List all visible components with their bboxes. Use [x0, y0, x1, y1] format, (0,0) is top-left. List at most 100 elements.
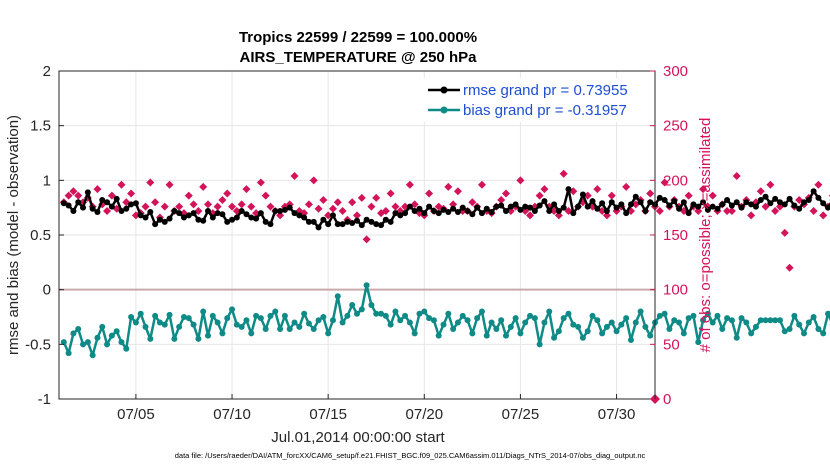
- bias-point: [113, 328, 120, 335]
- obs-count-marker: [64, 191, 73, 200]
- obs-count-marker: [237, 200, 246, 209]
- obs-count-marker: [353, 211, 361, 220]
- rmse-point: [430, 207, 437, 214]
- obs-count-marker: [646, 189, 655, 198]
- rmse-point: [570, 210, 577, 217]
- rmse-point: [469, 211, 476, 218]
- rmse-point: [555, 207, 562, 214]
- bias-point: [695, 339, 702, 346]
- obs-count-marker: [526, 211, 535, 220]
- rmse-point: [224, 218, 231, 225]
- bias-point: [661, 310, 668, 317]
- rmse-point: [137, 212, 144, 219]
- rmse-point: [94, 209, 101, 216]
- rmse-point: [594, 205, 601, 212]
- bias-point: [305, 320, 312, 327]
- rmse-point: [575, 203, 582, 210]
- rmse-point: [166, 215, 173, 222]
- rmse-point: [286, 204, 293, 211]
- bias-point: [195, 335, 202, 342]
- obs-count-marker: [199, 182, 208, 191]
- rmse-point: [762, 193, 769, 200]
- rmse-point: [262, 218, 269, 225]
- bias-point: [320, 314, 327, 320]
- bias-point: [719, 326, 726, 333]
- bias-point: [161, 321, 168, 328]
- bias-point: [402, 312, 409, 319]
- bias-point: [387, 321, 394, 328]
- data-file-footnote: data file: /Users/raeder/DAI/ATM_forcXX/…: [175, 451, 646, 460]
- bias-point: [637, 308, 644, 315]
- rmse-point: [796, 205, 803, 212]
- rmse-point: [627, 201, 634, 208]
- y-right-tick-label: 100: [663, 282, 688, 299]
- bias-point: [392, 308, 399, 315]
- bias-point: [354, 310, 360, 317]
- rmse-point: [825, 204, 830, 211]
- y-tick-label: 0.5: [30, 227, 51, 244]
- bias-point: [80, 341, 87, 348]
- bias-point: [301, 310, 308, 317]
- obs-count-marker: [372, 193, 381, 202]
- rmse-point: [608, 199, 615, 206]
- rmse-point: [642, 207, 649, 214]
- bias-point: [205, 332, 211, 339]
- bias-point: [426, 315, 433, 322]
- rmse-point: [195, 216, 202, 223]
- obs-count-marker: [107, 191, 116, 200]
- y-right-tick-label: 300: [663, 63, 688, 80]
- bias-point: [767, 317, 774, 324]
- bias-point: [810, 314, 817, 320]
- chart-title: Tropics 22599 / 22599 = 100.000%: [239, 29, 477, 46]
- obs-count-marker: [319, 196, 328, 205]
- bias-point: [608, 319, 615, 326]
- rmse-point: [512, 201, 519, 208]
- obs-count-marker: [699, 185, 708, 194]
- rmse-point: [238, 207, 245, 214]
- obs-count-marker: [540, 185, 549, 194]
- obs-count-marker: [453, 187, 462, 196]
- bias-point: [339, 319, 346, 326]
- rmse-point: [104, 199, 111, 206]
- rmse-point: [743, 199, 750, 206]
- rmse-point: [229, 216, 236, 223]
- obs-count-marker: [117, 180, 126, 189]
- bias-point: [450, 326, 457, 333]
- rmse-point: [426, 203, 433, 210]
- rmse-point: [402, 210, 409, 217]
- rmse-point: [113, 195, 120, 202]
- rmse-point: [329, 212, 336, 219]
- bias-point: [416, 310, 423, 317]
- bias-point: [281, 312, 288, 319]
- bias-point: [60, 339, 67, 346]
- rmse-point: [772, 195, 779, 202]
- bias-point: [176, 323, 183, 330]
- rmse-point: [632, 193, 639, 200]
- rmse-point: [339, 221, 346, 228]
- y-axis-label-right: # of obs: o=possible; ×=assimilated: [697, 118, 714, 353]
- bias-point: [791, 312, 798, 319]
- rmse-point: [65, 202, 72, 209]
- obs-count-marker: [593, 185, 602, 194]
- bias-point: [700, 317, 707, 324]
- rmse-point: [142, 214, 149, 221]
- obs-count-marker: [660, 178, 669, 187]
- bias-point: [570, 321, 577, 328]
- rmse-point: [613, 204, 620, 211]
- rmse-point: [118, 207, 125, 214]
- bias-point: [805, 319, 812, 326]
- rmse-point: [584, 203, 591, 210]
- bias-point: [709, 319, 716, 326]
- bias-point: [65, 350, 72, 357]
- bias-point: [262, 326, 269, 333]
- bias-point: [296, 323, 303, 330]
- bias-point: [685, 315, 692, 322]
- rmse-point: [209, 214, 216, 221]
- rmse-point: [214, 210, 221, 217]
- rmse-point: [200, 217, 207, 224]
- bias-point: [560, 315, 567, 322]
- bias-point: [618, 321, 625, 328]
- bias-point: [541, 319, 548, 326]
- obs-count-marker: [228, 202, 237, 211]
- bias-point: [233, 321, 240, 328]
